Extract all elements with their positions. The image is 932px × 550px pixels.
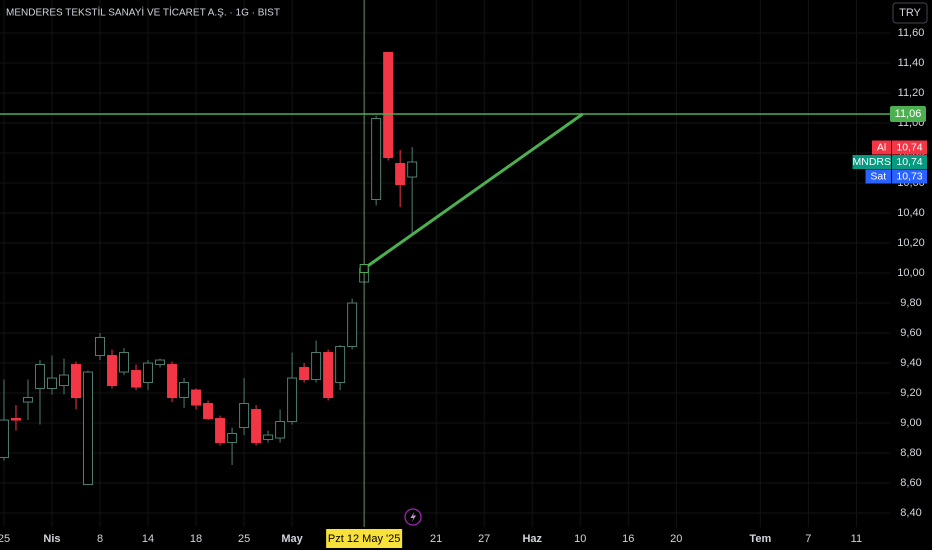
x-tick-label: 11 <box>851 533 862 545</box>
marks <box>0 0 890 527</box>
candle-body <box>347 302 358 348</box>
y-tick-label: 9,00 <box>900 417 921 429</box>
y-tick-label: 9,60 <box>900 327 921 339</box>
y-tick-label: 10,00 <box>897 267 925 279</box>
horizontal-line-label: 11,06 <box>895 108 922 120</box>
y-tick-label: 11,20 <box>898 87 925 99</box>
x-tick-label: Nis <box>43 533 60 545</box>
x-tick-label: 8 <box>97 533 103 545</box>
y-tick-label: 8,60 <box>900 477 921 489</box>
candle-body <box>239 403 250 429</box>
candle-body <box>131 370 142 388</box>
candle-body <box>311 352 322 381</box>
price-label-name-box <box>872 140 891 155</box>
y-tick-label: 11,40 <box>898 57 925 69</box>
x-tick-label: 16 <box>622 533 634 545</box>
candle-body <box>58 374 69 387</box>
price-label-box <box>892 169 927 184</box>
candle-body <box>299 367 310 381</box>
candle-body <box>251 409 262 444</box>
trend-line <box>363 112 584 270</box>
candle-body <box>191 389 202 406</box>
x-tick-label: 21 <box>430 533 442 545</box>
candle-body <box>335 346 346 384</box>
y-tick-label: 9,80 <box>900 297 921 309</box>
horizontal-line-label-box <box>890 106 926 123</box>
price-label-name-box <box>865 169 891 184</box>
candle-body <box>46 377 57 390</box>
price-label-value: 10,73 <box>896 170 922 182</box>
x-tick-label: 7 <box>805 533 811 545</box>
x-tick-label: May <box>281 533 303 545</box>
candle-body <box>215 418 226 444</box>
x-tick-label: 27 <box>478 533 490 545</box>
trend-line-handle <box>359 264 369 274</box>
x-tick-label: 10 <box>574 533 586 545</box>
x-tick-label: Tem <box>749 533 771 545</box>
y-tick-label: 8,40 <box>900 507 921 519</box>
candle-body <box>0 419 9 459</box>
candle-body <box>83 371 94 486</box>
crosshair-label: Pzt 12 May '25 <box>328 533 400 545</box>
x-tick-label: 20 <box>670 533 682 545</box>
currency-button[interactable] <box>892 2 928 24</box>
candle-body <box>143 362 154 384</box>
candle-body <box>167 364 178 399</box>
x-tick-label: 18 <box>190 533 202 545</box>
y-tick-label: 11,60 <box>898 27 925 39</box>
candle-body <box>371 118 382 201</box>
candle-body <box>179 382 190 399</box>
candle-body <box>34 364 45 390</box>
labels: 8,40 8,60 8,80 9,00 9,20 9,40 9,60 9,80 10,00 10,… <box>0 27 927 548</box>
candle-body <box>119 352 130 373</box>
candle-body <box>155 359 166 366</box>
y-tick-label: 9,20 <box>900 387 921 399</box>
candle-body <box>287 377 298 423</box>
x-tick-label: 25 <box>0 533 10 545</box>
currency-label[interactable]: TRY <box>899 7 921 19</box>
y-tick-label: 10,20 <box>897 237 925 249</box>
price-label-name: MNDRS <box>853 156 892 168</box>
candle-body <box>227 433 238 444</box>
candle-body <box>10 418 21 421</box>
price-label-name: Sat <box>870 170 886 182</box>
candle-body <box>395 163 406 186</box>
price-label-box <box>892 155 927 170</box>
event-icon[interactable] <box>404 508 422 526</box>
candle-body <box>95 337 106 357</box>
y-tick-label: 10,40 <box>897 207 925 219</box>
candle-body <box>203 403 214 420</box>
candle-body <box>407 161 418 178</box>
candle-body <box>70 364 81 399</box>
chart-title: MENDERES TEKSTİL SANAYİ VE TİCARET A.Ş. … <box>6 6 280 19</box>
price-label-name-box <box>852 155 891 170</box>
y-tick-label: 8,80 <box>900 447 921 459</box>
price-label-value: 10,74 <box>896 141 922 153</box>
candle-body <box>22 397 33 403</box>
candle-body <box>107 355 118 387</box>
candle-body <box>275 421 286 439</box>
x-tick-label: 14 <box>142 533 154 545</box>
price-label-box <box>892 140 927 155</box>
x-tick-label: 25 <box>238 533 250 545</box>
event-bolt <box>410 511 416 523</box>
y-tick-label: 9,40 <box>900 357 921 369</box>
price-label-value: 10,74 <box>896 156 922 168</box>
x-tick-label: Haz <box>522 533 542 545</box>
candle-body <box>383 52 394 159</box>
crosshair-label-box <box>326 529 403 548</box>
price-label-name: Al <box>877 141 886 153</box>
candle-body <box>263 434 274 441</box>
candle-body <box>323 352 334 399</box>
